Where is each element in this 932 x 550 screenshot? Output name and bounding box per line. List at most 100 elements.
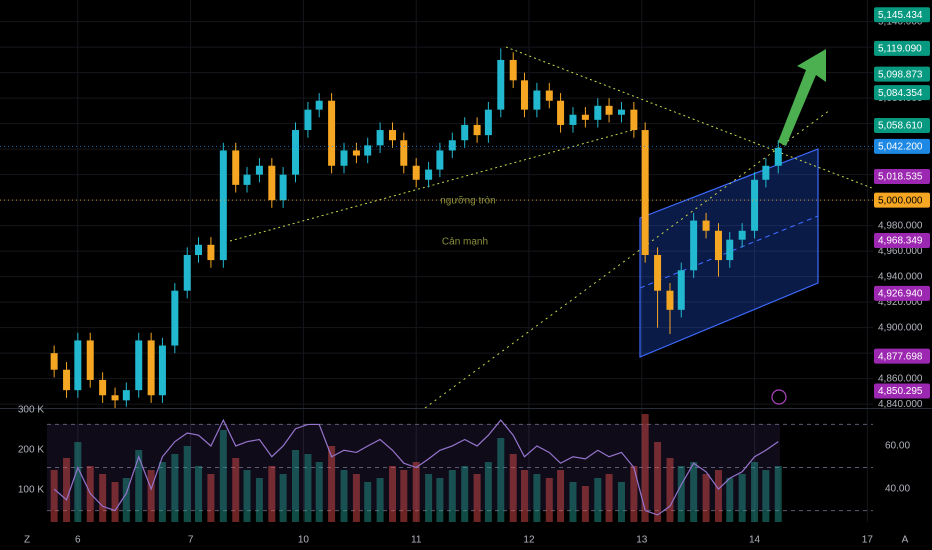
volume-bar	[714, 470, 722, 522]
candle-body	[171, 290, 179, 346]
price-badge	[874, 85, 930, 101]
candle-body	[340, 150, 348, 166]
price-badge	[874, 117, 930, 133]
volume-bar	[726, 478, 734, 522]
candle-body	[195, 244, 203, 255]
volume-bar	[400, 470, 408, 522]
candle-body	[135, 340, 143, 391]
volume-bar	[666, 458, 674, 522]
price-badge	[874, 169, 930, 185]
x-tick-label: 11	[411, 535, 422, 546]
candle-body	[509, 59, 517, 81]
volume-bar	[243, 470, 251, 522]
y-tick-label: 4,960.000	[878, 246, 923, 257]
x-tick-label: 12	[523, 535, 535, 546]
volume-bar	[509, 454, 517, 522]
candle-body	[99, 379, 107, 396]
volume-bar	[461, 466, 469, 522]
volume-bar	[690, 462, 698, 522]
candle-body	[520, 80, 528, 110]
volume-bar	[50, 470, 58, 522]
price-badge	[874, 66, 930, 82]
candle-body	[183, 255, 191, 291]
candle-body	[594, 105, 602, 120]
volume-bar	[340, 470, 348, 522]
y-tick-label: 4,940.000	[878, 271, 923, 282]
volume-bar	[207, 474, 215, 522]
arrow	[778, 49, 826, 146]
candle-body	[545, 90, 553, 101]
rsi-tick-label: 40.00	[885, 484, 910, 495]
volume-bar	[533, 474, 541, 522]
candle-body	[111, 395, 119, 401]
volume-bar	[63, 458, 71, 522]
candle-body	[268, 165, 276, 201]
candle-body	[533, 90, 541, 110]
candle-body	[412, 165, 420, 180]
price-badge-label: 5,042.200	[878, 142, 923, 153]
price-badge-label: 5,058.610	[878, 121, 923, 132]
candle-body	[243, 174, 251, 185]
candle-body	[677, 270, 685, 310]
candle-body	[364, 145, 372, 156]
volume-bar	[677, 466, 685, 522]
volume-bar	[774, 466, 782, 522]
price-badge	[874, 233, 930, 249]
volume-bar	[147, 470, 155, 522]
volume-bar	[183, 446, 191, 522]
candle-body	[292, 130, 300, 175]
volume-bar	[74, 442, 82, 522]
candle-body	[641, 130, 649, 255]
annotation: ngưỡng tròn	[440, 196, 496, 207]
alert-icon	[771, 389, 787, 405]
x-tick-label: 10	[298, 535, 310, 546]
candle-body	[86, 340, 94, 380]
candle-body	[304, 109, 312, 131]
candle-body	[400, 140, 408, 166]
volume-bar	[304, 454, 312, 522]
annotation: Cản mạnh	[442, 237, 488, 248]
price-badge	[874, 348, 930, 364]
volume-bar	[557, 470, 565, 522]
price-badge-label: 4,877.698	[878, 351, 923, 362]
volume-bar	[352, 474, 360, 522]
price-badge	[874, 7, 930, 23]
candle-body	[50, 353, 58, 370]
volume-bar	[762, 470, 770, 522]
price-badge-label: 4,850.295	[878, 386, 923, 397]
candle-body	[352, 150, 360, 156]
candle-body	[690, 220, 698, 271]
volume-bar	[111, 482, 119, 522]
time-axis	[0, 528, 932, 550]
volume-bar	[158, 462, 166, 522]
volume-bar	[436, 478, 444, 522]
volume-bar	[630, 466, 638, 522]
candle-body	[147, 340, 155, 396]
price-badge	[874, 192, 930, 208]
volume-bar	[279, 474, 287, 522]
axis-button[interactable]: Z	[24, 535, 30, 546]
volume-bar	[497, 438, 505, 522]
candle-body	[279, 174, 287, 201]
volume-bar	[581, 486, 589, 522]
price-badge-label: 5,119.090	[878, 43, 922, 54]
volume-bar	[315, 462, 323, 522]
y-tick-label: 4,900.000	[878, 322, 923, 333]
price-badge-label: 4,926.940	[878, 288, 923, 299]
candle-body	[219, 150, 227, 261]
volume-bar	[654, 442, 662, 522]
candle-body	[617, 109, 625, 115]
axis-button[interactable]: A	[902, 535, 909, 546]
rsi-tick-label: 60.00	[885, 441, 910, 452]
candle-body	[630, 109, 638, 131]
volume-bar	[520, 470, 528, 522]
volume-bar	[617, 482, 625, 522]
candle-body	[605, 105, 613, 115]
candle-body	[63, 369, 71, 391]
candle-body	[726, 239, 734, 261]
candle-body	[581, 114, 589, 120]
volume-bar	[751, 462, 759, 522]
candle-body	[774, 147, 782, 166]
volume-bar	[195, 466, 203, 522]
